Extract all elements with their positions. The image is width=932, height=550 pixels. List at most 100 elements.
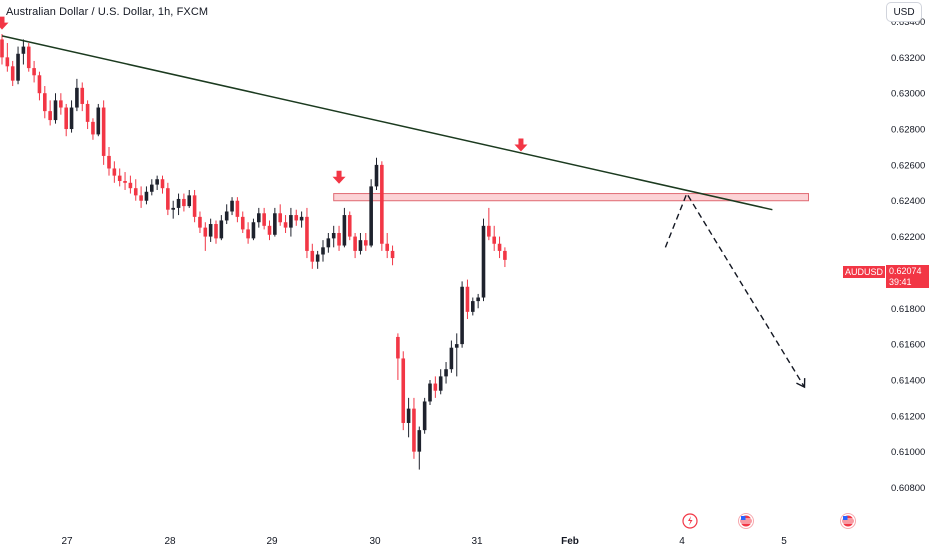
time-tick-label: 31 [471,536,483,547]
candle-up [150,184,154,192]
candle-down [214,224,218,239]
candle-up [342,215,347,246]
candle-up [454,344,459,348]
candle-up [481,225,486,298]
price-tag-value: 0.62074 39:41 [886,265,929,288]
price-tag-countdown: 39:41 [889,277,912,287]
candle-up [321,247,325,255]
candle-up [273,213,277,235]
price-tick-label: 0.62600 [891,160,925,171]
candle-down [380,164,384,244]
candle-up [224,211,229,221]
price-tick-label: 0.63000 [891,89,925,100]
candle-up [449,347,454,370]
candle-up [21,46,26,54]
candle-up [422,401,427,431]
candle-up [315,254,320,262]
candle-up [444,369,448,377]
price-tick-label: 0.61600 [891,340,925,351]
candle-down [101,107,106,156]
candle-up [417,430,422,452]
candle-down [401,358,406,423]
candle-up [219,220,224,239]
price-tick-label: 0.63200 [891,53,925,64]
price-tick-label: 0.62400 [891,196,925,207]
candle-down [48,111,52,121]
projection-path [664,192,806,388]
time-tick-label: Feb [561,536,579,547]
price-tick-label: 0.63400 [891,17,925,28]
candle-down [166,188,170,210]
candle-down [240,216,245,230]
down-arrow-marker [0,16,9,30]
candle-down [64,107,68,130]
us-flag-event-icon [840,513,856,529]
candle-up [428,383,432,402]
price-tick-label: 0.61800 [891,304,925,315]
candle-down [396,336,400,359]
time-tick-label: 28 [164,536,176,547]
candle-down [182,198,186,207]
candle-up [96,107,101,135]
candle-up [16,53,20,81]
candle-down [85,103,90,122]
candle-down [139,195,143,201]
currency-button[interactable]: USD [886,2,922,22]
resistance-zone [333,193,809,202]
candle-up [53,100,58,121]
candle-down [262,213,266,226]
candle-down [10,66,15,81]
candle-down [305,216,309,251]
candle-down [133,188,138,196]
candle-up [176,198,181,208]
candle-down [5,57,10,67]
price-tick-label: 0.61400 [891,375,925,386]
candles-layer [0,34,507,470]
candle-up [460,286,464,345]
candle-up [155,179,159,185]
candle-up [69,107,74,130]
price-tick-label: 0.62800 [891,125,925,136]
candle-down [160,179,165,189]
lightning-event-icon [682,513,698,529]
us-flag-event-icon [738,513,754,529]
candle-down [32,68,36,76]
candle-down [353,236,357,251]
candle-up [358,240,363,251]
candle-down [492,236,496,244]
candle-up [374,164,379,187]
candle-up [208,224,213,237]
candle-down [433,383,438,391]
candle-down [465,286,470,312]
candle-down [91,121,95,135]
time-tick-label: 30 [369,536,381,547]
candle-up [476,297,480,302]
down-arrow-marker [514,138,528,152]
candle-down [43,93,47,112]
candle-down [198,216,202,228]
candle-down [203,227,208,237]
price-tag-price: 0.62074 [889,266,922,276]
down-arrow-marker [332,170,346,184]
candle-down [246,229,250,239]
candle-down [112,168,117,176]
annotations-layer [0,16,806,389]
last-price-tag: AUDUSD 0.62074 39:41 [843,265,929,288]
time-tick-label: 5 [781,536,787,547]
candle-up [257,213,261,223]
candle-down [487,225,491,237]
candle-down [37,75,42,94]
candle-down [278,213,282,223]
candle-up [171,207,175,210]
candle-up [230,200,234,212]
chart-title: Australian Dollar / U.S. Dollar, 1h, FXC… [6,6,209,18]
candle-down [385,243,389,251]
candle-down [337,232,341,246]
event-icons [682,513,856,529]
candle-up [471,301,475,312]
candle-up [144,191,149,201]
candle-up [331,232,336,239]
candle-down [283,222,288,228]
price-tick-label: 0.61000 [891,447,925,458]
